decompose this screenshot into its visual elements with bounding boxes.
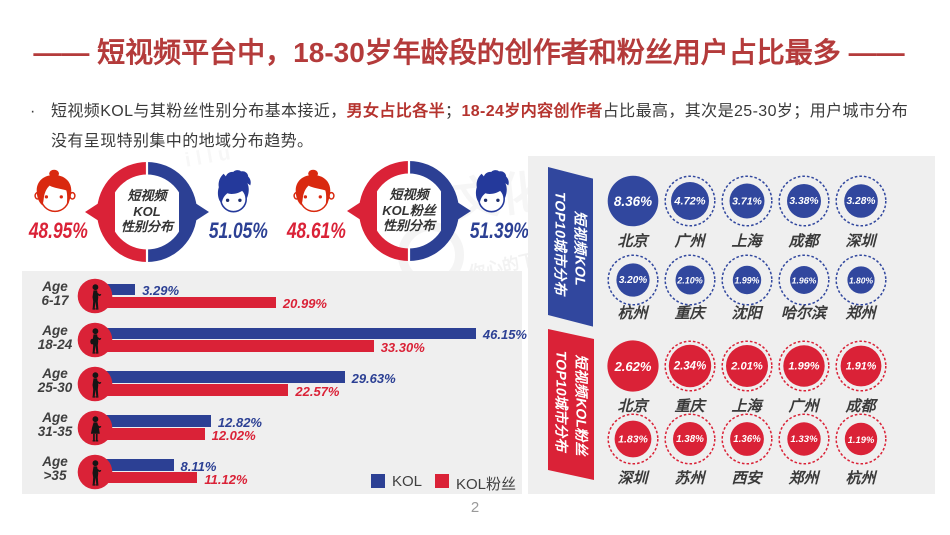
svg-text:1.33%: 1.33% <box>790 434 818 445</box>
svg-text:3.28%: 3.28% <box>846 196 875 207</box>
svg-text:1.91%: 1.91% <box>845 360 876 372</box>
svg-text:3.20%: 3.20% <box>618 275 646 286</box>
svg-text:2.34%: 2.34% <box>672 360 706 372</box>
svg-text:2.62%: 2.62% <box>613 359 651 374</box>
svg-text:1.36%: 1.36% <box>733 434 761 445</box>
svg-text:3.71%: 3.71% <box>732 196 762 208</box>
svg-text:3.38%: 3.38% <box>789 196 818 207</box>
svg-text:2.10%: 2.10% <box>676 276 703 286</box>
svg-text:1.96%: 1.96% <box>791 276 816 286</box>
svg-text:1.19%: 1.19% <box>847 434 874 445</box>
svg-text:1.83%: 1.83% <box>618 433 648 445</box>
svg-text:4.72%: 4.72% <box>673 196 705 208</box>
svg-text:1.38%: 1.38% <box>676 434 704 445</box>
svg-text:1.99%: 1.99% <box>734 276 759 286</box>
svg-text:8.36%: 8.36% <box>613 194 651 209</box>
svg-text:1.99%: 1.99% <box>788 360 819 372</box>
svg-text:2.01%: 2.01% <box>730 360 763 372</box>
svg-text:1.80%: 1.80% <box>848 276 873 286</box>
